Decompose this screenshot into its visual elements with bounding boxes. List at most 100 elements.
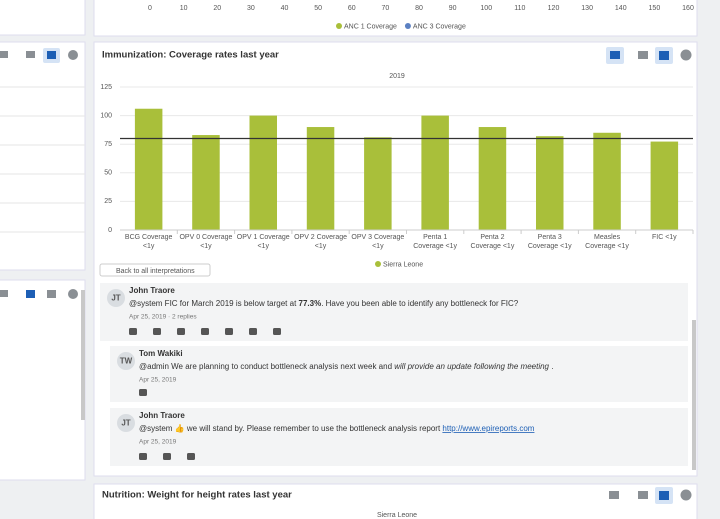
bar: [249, 115, 278, 230]
action-icon[interactable]: [153, 328, 161, 335]
action-icon[interactable]: [163, 453, 171, 460]
bar: [650, 141, 679, 230]
left-icons: [0, 48, 78, 299]
x-tick-label-box: Penta 3 Coverage <1y: [527, 234, 572, 250]
bar: [535, 136, 564, 230]
scrollbar[interactable]: [692, 320, 696, 470]
y-tick-label: 50: [104, 170, 112, 177]
legend-swatch: [404, 23, 411, 29]
bar: [134, 108, 163, 230]
chart-subtitle: 2019: [389, 73, 405, 80]
y-tick-label: 75: [104, 141, 112, 148]
legend-swatch: [375, 261, 381, 267]
legend-swatch: [336, 23, 342, 29]
x-tick-label: 130: [581, 5, 593, 12]
x-tick-label: OPV 2 Coverage <1y: [294, 234, 347, 250]
panel-icons: [606, 47, 692, 504]
x-tick-label: 10: [180, 5, 188, 12]
x-tick-label: Measles Coverage <1y: [585, 234, 629, 250]
legend-label: ANC 1 Coverage: [344, 23, 397, 30]
comment-author: John Traore: [129, 286, 175, 295]
x-tick-label-box: Penta 1 Coverage <1y: [413, 234, 458, 250]
comment-box: [100, 283, 688, 341]
comment-text-part: will provide an update following the mee…: [394, 362, 549, 371]
main-panel: [93, 41, 698, 477]
x-tick-label: OPV 0 Coverage <1y: [179, 234, 233, 250]
bar: [192, 135, 220, 230]
link[interactable]: http://www.epireports.com: [442, 424, 534, 433]
comment-meta: Apr 25, 2019: [139, 377, 177, 384]
avatar: [107, 289, 125, 307]
avatar: [117, 414, 135, 432]
x-tick-label-box: OPV 2 Coverage <1y: [294, 234, 347, 250]
bar: [364, 137, 392, 230]
left-panel: [0, 279, 86, 481]
x-tick-label: 70: [381, 5, 389, 12]
avatar-initials: JT: [121, 419, 130, 428]
action-icon[interactable]: [177, 328, 185, 335]
comment-text: @system 👍 we will stand by. Please remem…: [139, 423, 535, 433]
x-tick-label: Penta 3 Coverage <1y: [527, 234, 572, 250]
comment-meta: Apr 25, 2019: [139, 439, 177, 446]
x-tick-label-box: OPV 0 Coverage <1y: [179, 234, 233, 250]
action-icon[interactable]: [225, 328, 233, 335]
x-tick-label: BCG Coverage <1y: [124, 234, 173, 250]
action-icon[interactable]: [201, 328, 209, 335]
chart-title: Immunization: Coverage rates last year: [102, 50, 279, 61]
comment-text-part: 77.3%: [299, 299, 322, 308]
top-panel: [93, 0, 698, 37]
x-tick-label-box: FIC <1y: [651, 234, 677, 241]
legend-label: Sierra Leone: [383, 261, 423, 268]
x-tick-label-box: Penta 2 Coverage <1y: [471, 234, 515, 250]
comment-meta: Apr 25, 2019 · 2 replies: [129, 314, 197, 321]
left-lines: [0, 86, 85, 233]
x-tick-label: 40: [281, 5, 289, 12]
x-tick-label: OPV 1 Coverage <1y: [236, 234, 290, 250]
scrollbar[interactable]: [81, 290, 85, 420]
x-tick-label-box: OPV 1 Coverage <1y: [236, 234, 290, 250]
y-tick-label: 25: [104, 198, 112, 205]
comment-text: @admin We are planning to conduct bottle…: [139, 362, 553, 371]
comment-text-part: .: [549, 362, 553, 371]
comment-box: [110, 346, 688, 402]
bar: [306, 127, 335, 230]
comment-text-part: @system 👍 we will stand by. Please remem…: [139, 423, 442, 433]
action-icon[interactable]: [139, 389, 147, 396]
x-tick-label: 30: [247, 5, 255, 12]
chart-subtitle: Sierra Leone: [377, 512, 417, 519]
bar: [421, 115, 449, 230]
y-tick-label: 0: [108, 227, 112, 234]
x-tick-label-box: OPV 3 Coverage <1y: [351, 234, 404, 250]
action-icon[interactable]: [129, 328, 137, 335]
x-tick-label: 50: [314, 5, 322, 12]
x-tick-label: Penta 1 Coverage <1y: [413, 234, 458, 250]
x-tick-label: 120: [548, 5, 560, 12]
y-tick-label: 100: [100, 112, 112, 119]
left-panel: [0, 41, 86, 271]
y-tick-label: 125: [100, 84, 112, 91]
bar: [478, 127, 507, 230]
comment-text-part: @admin We are planning to conduct bottle…: [139, 362, 394, 371]
back-button[interactable]: [99, 263, 211, 277]
comment-text: @system FIC for March 2019 is below targ…: [129, 299, 519, 308]
action-icon[interactable]: [187, 453, 195, 460]
x-tick-label: 20: [213, 5, 221, 12]
x-tick-label-box: Measles Coverage <1y: [585, 234, 629, 250]
legend-label: ANC 3 Coverage: [413, 23, 466, 30]
panel-title: Nutrition: Weight for height rates last …: [102, 490, 292, 501]
x-tick-label: 0: [148, 5, 152, 12]
comment-text-part: @system FIC for March 2019 is below targ…: [129, 299, 299, 308]
avatar-initials: TW: [120, 357, 133, 366]
x-tick-label: 60: [348, 5, 356, 12]
x-tick-label-box: BCG Coverage <1y: [124, 234, 173, 250]
comment-box: [110, 408, 688, 466]
action-icon[interactable]: [139, 453, 147, 460]
back-button-label[interactable]: Back to all interpretations: [116, 268, 195, 275]
x-tick-label: 80: [415, 5, 423, 12]
bar: [593, 132, 621, 230]
x-tick-label: 100: [480, 5, 492, 12]
x-tick-label: FIC <1y: [651, 234, 677, 241]
x-tick-label: 90: [449, 5, 457, 12]
action-icon[interactable]: [249, 328, 257, 335]
action-icon[interactable]: [273, 328, 281, 335]
